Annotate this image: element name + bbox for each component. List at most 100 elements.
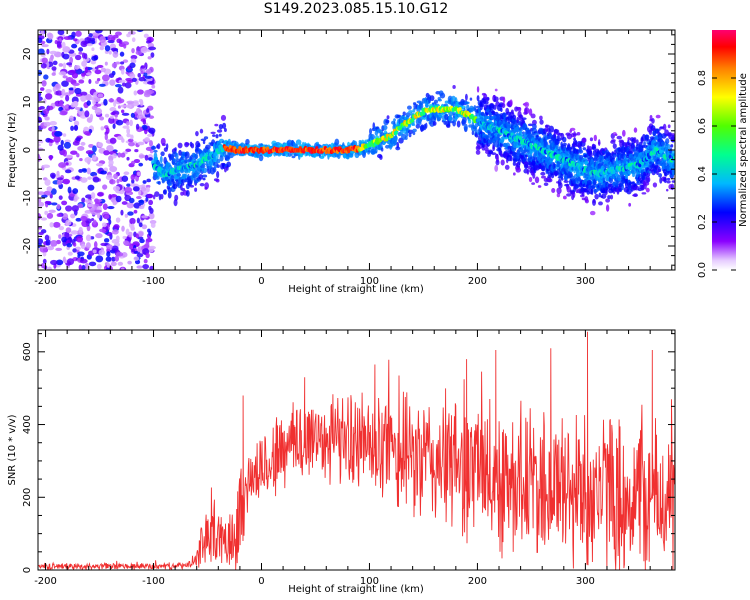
spectrogram-noise-blob	[121, 225, 125, 232]
spectrogram-noise-blob	[147, 228, 151, 233]
spectrogram-noise-blob	[99, 116, 105, 121]
spectrogram-noise-blob	[117, 261, 124, 266]
spectrogram-noise-blob	[61, 200, 68, 206]
spectrogram-ridge-blob	[194, 187, 198, 192]
spectrogram-noise-blob	[108, 117, 115, 124]
spectrogram-ridge-blob	[245, 138, 250, 146]
spectrogram-noise-blob	[99, 228, 107, 233]
spectrogram-noise-blob	[113, 173, 118, 180]
spectrogram-ridge-blob	[205, 144, 211, 150]
spectrogram-noise-blob	[130, 134, 134, 140]
colorbar-tick-label: 0.0	[697, 262, 708, 278]
spectrogram-noise-blob	[133, 209, 138, 214]
spectrogram-ridge-blob	[407, 105, 412, 110]
spectrogram-noise-blob	[126, 120, 130, 126]
spectrogram-ridge-blob	[465, 93, 468, 101]
spectrogram-noise-blob	[75, 137, 82, 142]
spectrogram-noise-blob	[138, 162, 144, 167]
spectrogram-ridge-blob	[393, 135, 398, 142]
spectrogram-ridge-blob	[215, 134, 219, 139]
spectrogram-ridge-blob	[415, 123, 421, 129]
spectrogram-noise-blob	[141, 215, 149, 219]
spectrogram-noise-blob	[75, 175, 80, 180]
spectrogram-noise-blob	[126, 33, 131, 38]
spectrogram-noise-blob	[43, 121, 51, 127]
spectrogram-noise-blob	[147, 133, 153, 137]
colorbar-tick-label: 0.8	[697, 70, 708, 86]
spectrogram-ridge-blob	[589, 210, 596, 216]
spectrogram-ridge-blob	[161, 143, 166, 147]
spectrogram-noise-blob	[114, 113, 118, 118]
snr-ylabel: SNR (10 * v/v)	[7, 414, 18, 485]
spectrogram-ytick-label: 10	[22, 96, 33, 109]
spectrogram-noise-blob	[93, 241, 98, 249]
spectrogram-noise-blob	[47, 32, 54, 40]
spectrogram-noise-blob	[57, 30, 65, 36]
spectrogram-noise-blob	[145, 197, 149, 202]
spectrogram-ridge-blob	[157, 180, 161, 185]
spectrogram-noise-blob	[94, 69, 102, 75]
spectrogram-noise-blob	[97, 142, 104, 148]
spectrogram-ridge-blob	[476, 95, 480, 102]
spectrogram-ridge-blob	[212, 134, 216, 137]
spectrogram-noise-blob	[43, 108, 50, 115]
spectrogram-noise-blob	[112, 50, 119, 58]
spectrogram-noise-blob	[97, 93, 104, 98]
spectrogram-noise-blob	[74, 65, 80, 70]
spectrogram-ridge-blob	[493, 104, 497, 110]
spectrogram-ridge-blob	[547, 178, 553, 183]
spectrogram-noise-blob	[56, 180, 63, 186]
spectrogram-noise-blob	[136, 196, 142, 200]
spectrogram-noise-blob	[91, 47, 95, 52]
spectrogram-ridge-blob	[645, 176, 651, 184]
spectrogram-noise-blob	[111, 245, 119, 252]
spectrogram-noise-blob	[121, 252, 128, 258]
spectrogram-ridge-blob	[558, 182, 563, 189]
spectrogram-noise-blob	[95, 80, 99, 84]
spectrogram-ridge-blob	[528, 176, 533, 183]
spectrogram-noise-blob	[67, 251, 73, 256]
spectrogram-noise-blob	[137, 141, 145, 146]
spectrogram-noise-blob	[137, 72, 142, 78]
spectrogram-noise-blob	[138, 98, 143, 103]
spectrogram-noise-blob	[146, 193, 154, 199]
spectrogram-noise-blob	[115, 195, 122, 203]
spectrogram-noise-blob	[65, 95, 70, 102]
spectrogram-noise-blob	[113, 100, 117, 108]
spectrogram-noise-blob	[140, 65, 146, 69]
spectrogram-noise-blob	[135, 107, 141, 114]
spectrogram-noise-blob	[103, 238, 110, 243]
spectrogram-noise-blob	[108, 98, 115, 103]
spectrogram-noise-blob	[87, 203, 93, 208]
spectrogram-noise-blob	[106, 145, 114, 152]
spectrogram-noise-blob	[73, 197, 78, 202]
spectrogram-ridge-blob	[490, 152, 497, 156]
spectrogram-ridge-blob	[412, 131, 416, 136]
spectrogram-noise-blob	[148, 46, 157, 51]
spectrogram-noise-blob	[56, 177, 64, 181]
spectrogram-ridge-blob	[633, 137, 637, 144]
spectrogram-noise-blob	[45, 89, 52, 94]
spectrogram-noise-blob	[85, 234, 92, 242]
spectrogram-noise-blob	[149, 140, 154, 147]
spectrogram-noise-blob	[138, 199, 145, 205]
spectrogram-ridge-blob	[537, 185, 542, 188]
spectrogram-ridge-blob	[612, 153, 617, 158]
spectrogram-noise-blob	[117, 98, 125, 104]
spectrogram-noise-blob	[143, 258, 148, 264]
spectrogram-noise-blob	[42, 164, 51, 169]
spectrogram-noise-blob	[129, 62, 136, 68]
spectrogram-ridge-blob	[641, 192, 647, 195]
spectrogram-ridge-blob	[393, 118, 396, 122]
spectrogram-ridge-blob	[216, 164, 220, 168]
spectrogram-ridge-blob	[494, 88, 498, 92]
spectrogram-ridge-blob	[210, 131, 216, 135]
spectrogram-noise-blob	[72, 188, 79, 194]
spectrogram-noise-blob	[120, 104, 128, 108]
spectrogram-noise-blob	[140, 46, 148, 54]
spectrogram-ridge-blob	[213, 161, 219, 167]
spectrogram-ridge-blob	[530, 113, 536, 119]
spectrogram-ridge-blob	[593, 134, 598, 142]
spectrogram-noise-blob	[106, 262, 110, 268]
